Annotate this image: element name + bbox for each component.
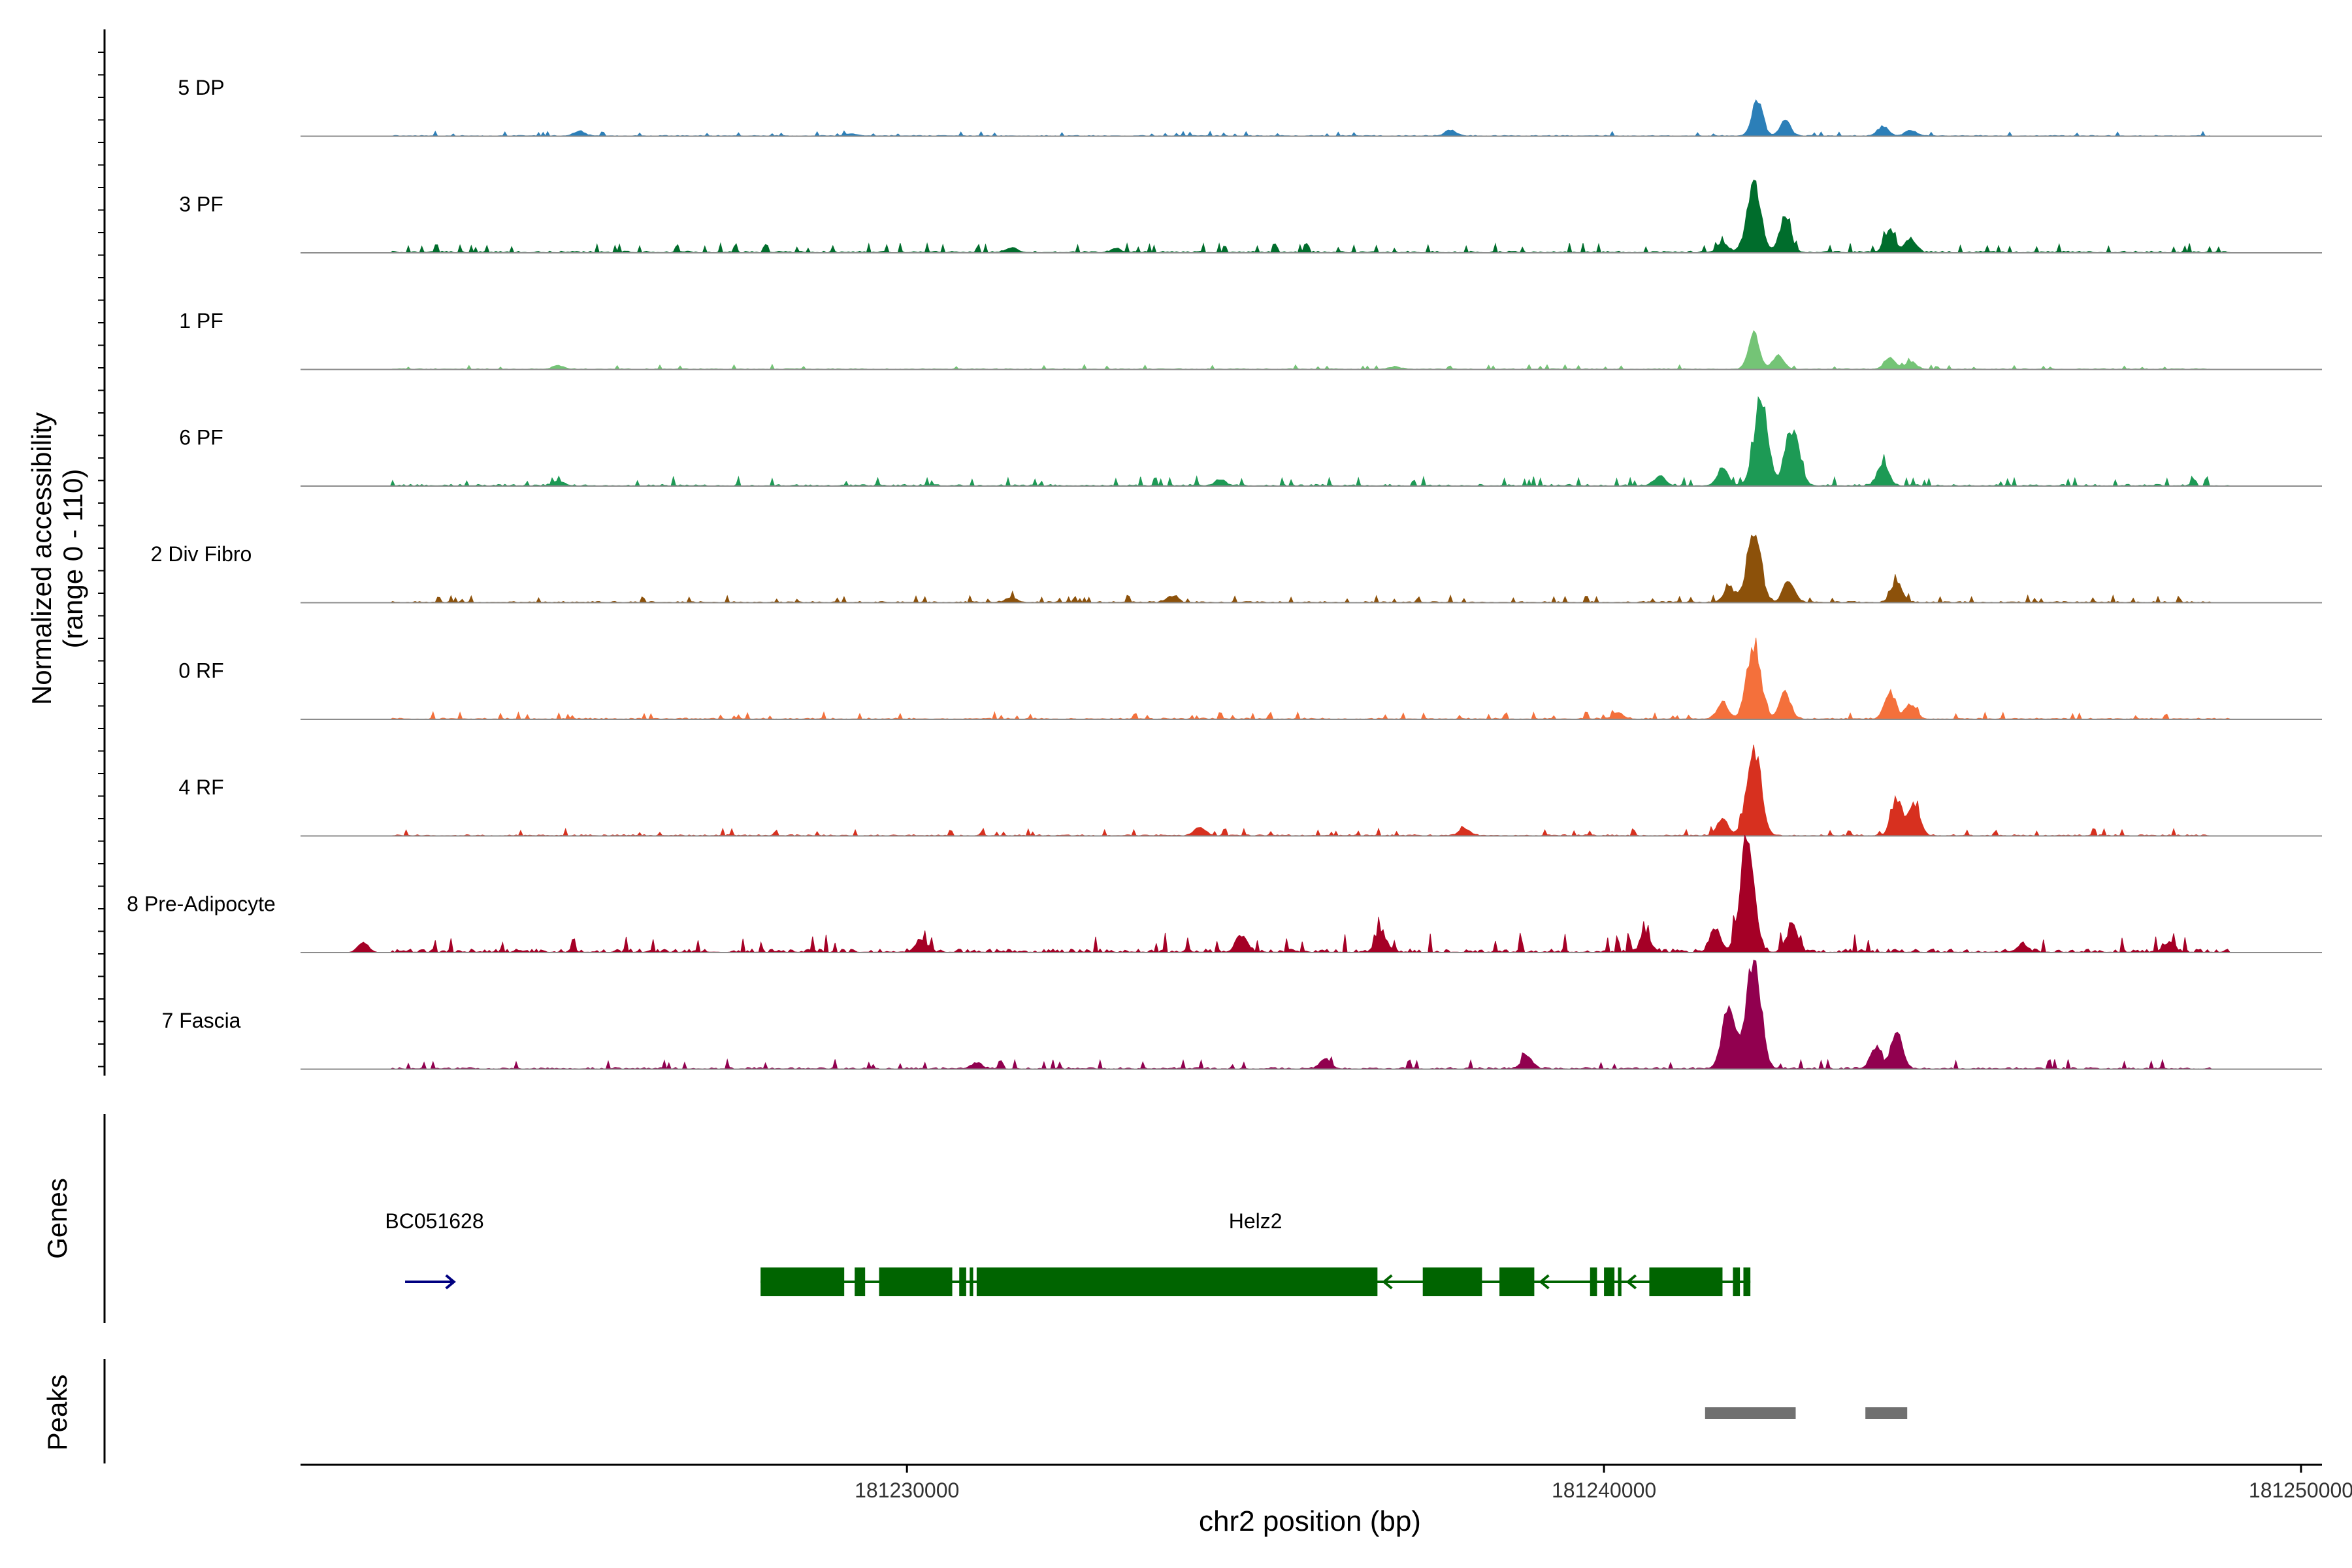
gene-exon [1618, 1267, 1622, 1296]
gene-label: Helz2 [1229, 1209, 1282, 1233]
genes-panel: Genes BC051628 Helz2 [42, 1114, 1751, 1323]
x-tick-label: 181240000 [1552, 1478, 1656, 1502]
track-label: 6 PF [179, 426, 223, 449]
peak-region [1865, 1407, 1908, 1419]
gene-exon [970, 1267, 973, 1296]
track-label: 5 DP [178, 76, 224, 99]
coverage-area [301, 638, 2322, 720]
coverage-area [301, 534, 2322, 604]
x-tick-label: 181230000 [855, 1478, 959, 1502]
strand-arrow-icon [1539, 1274, 1550, 1290]
gene-exon [1422, 1267, 1482, 1296]
gene-model: BC051628 [385, 1209, 484, 1290]
gene-exon [879, 1267, 953, 1296]
gene-exon [959, 1267, 966, 1296]
x-axis-title: chr2 position (bp) [1199, 1505, 1421, 1537]
coverage-track: 8 Pre-Adipocyte [127, 834, 2322, 953]
x-tick-label: 181250000 [2249, 1478, 2352, 1502]
strand-arrow-icon [1382, 1274, 1393, 1290]
gene-exon [1743, 1267, 1751, 1296]
coverage-track: 7 Fascia [162, 959, 2322, 1070]
gene-exon [1649, 1267, 1723, 1296]
peaks-panel: Peaks [42, 1359, 1908, 1463]
track-label: 1 PF [179, 309, 223, 333]
coverage-area [301, 99, 2322, 137]
track-label: 2 Div Fibro [151, 542, 252, 566]
gene-exon [855, 1267, 866, 1296]
coverage-track: 3 PF [179, 179, 2322, 254]
track-label: 7 Fascia [162, 1009, 241, 1032]
gene-exon [1733, 1267, 1740, 1296]
coverage-track: 0 RF [178, 638, 2322, 720]
coverage-track: 5 DP [178, 76, 2322, 137]
coverage-area [301, 744, 2322, 837]
gene-exon [760, 1267, 845, 1296]
strand-arrow-icon [445, 1274, 456, 1290]
peaks-panel-title: Peaks [42, 1375, 73, 1451]
coverage-area [301, 396, 2322, 487]
coverage-track: 2 Div Fibro [151, 534, 2322, 604]
genes-panel-title: Genes [42, 1178, 73, 1259]
coverage-area [301, 330, 2322, 370]
gene-label: BC051628 [385, 1209, 483, 1233]
gene-model: Helz2 [760, 1209, 1751, 1296]
coverage-area [301, 959, 2322, 1070]
y-axis-title: Normalized accessibility [26, 412, 57, 705]
coverage-area [301, 179, 2322, 254]
gene-exon [1590, 1267, 1597, 1296]
coverage-track: 1 PF [179, 309, 2322, 370]
coverage-area [301, 834, 2322, 953]
coverage-panel: 5 DP 3 PF 1 PF 6 PF 2 Div Fibro 0 RF 4 RF 8 Pre… [98, 29, 2322, 1076]
gene-exon [1604, 1267, 1615, 1296]
track-label: 0 RF [178, 659, 223, 683]
peak-region [1705, 1407, 1796, 1419]
x-axis: 181230000 181240000 181250000 [301, 1463, 2352, 1502]
track-label: 8 Pre-Adipocyte [127, 892, 276, 916]
track-label: 3 PF [179, 193, 223, 216]
gene-exon [976, 1267, 1378, 1296]
coverage-track: 4 RF [178, 744, 2322, 837]
coverage-track: 6 PF [179, 396, 2322, 487]
gene-exon [1499, 1267, 1535, 1296]
strand-arrow-icon [1625, 1274, 1637, 1290]
y-axis-title-range: (range 0 - 110) [57, 469, 88, 649]
track-label: 4 RF [178, 776, 223, 799]
